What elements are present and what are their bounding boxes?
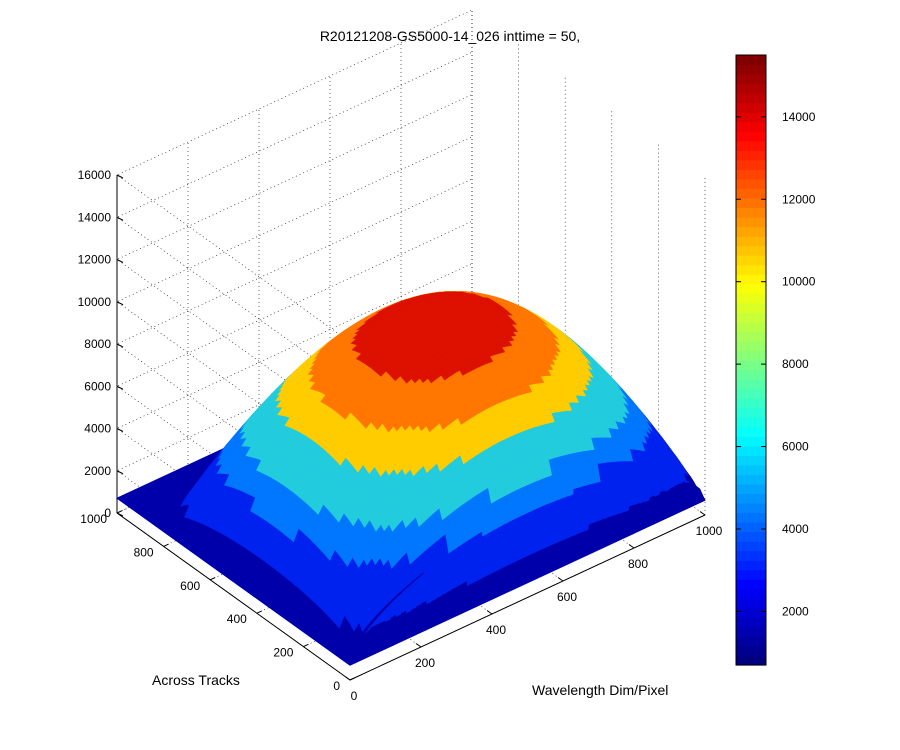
x-tick bbox=[116, 510, 123, 514]
z-tick-label: 4000 bbox=[84, 422, 111, 436]
z-tick-label: 6000 bbox=[84, 379, 111, 393]
x-tick bbox=[163, 543, 169, 547]
x-tick-label: 200 bbox=[273, 646, 293, 660]
y-tick bbox=[344, 676, 351, 681]
y-tick bbox=[557, 577, 564, 582]
y-tick bbox=[486, 610, 493, 615]
y-tick bbox=[628, 544, 635, 549]
z-tick bbox=[116, 343, 124, 348]
z-tick-label: 0 bbox=[104, 506, 111, 520]
y-axis-line bbox=[349, 514, 706, 681]
x-tick-label: 1000 bbox=[80, 512, 107, 526]
z-tick bbox=[116, 470, 124, 475]
z-tick bbox=[116, 174, 124, 179]
z-tick bbox=[116, 385, 124, 390]
z-tick-label: 12000 bbox=[78, 253, 112, 267]
grid-line bbox=[116, 9, 473, 343]
y-tick bbox=[415, 643, 422, 648]
z-tick-label: 2000 bbox=[84, 464, 111, 478]
z-tick bbox=[116, 301, 124, 306]
y-tick-label: 400 bbox=[486, 623, 506, 637]
x-tick bbox=[209, 577, 216, 581]
y-tick-label: 0 bbox=[351, 689, 358, 703]
x-tick-label: 600 bbox=[180, 579, 200, 593]
z-tick bbox=[116, 259, 124, 263]
y-tick bbox=[699, 511, 706, 516]
y-tick-label: 200 bbox=[415, 656, 435, 670]
x-tick bbox=[256, 610, 263, 614]
y-tick-label: 1000 bbox=[696, 524, 723, 538]
z-tick-label: 10000 bbox=[78, 295, 112, 309]
x-tick-label: 400 bbox=[227, 612, 247, 626]
z-tick-label: 8000 bbox=[84, 337, 111, 351]
axes: 0200040006000800010000120001400016000020… bbox=[78, 168, 723, 703]
x-axis-line bbox=[116, 512, 351, 681]
surface bbox=[116, 290, 706, 666]
x-tick-label: 800 bbox=[134, 545, 154, 559]
z-tick-label: 16000 bbox=[78, 168, 112, 182]
z-tick bbox=[116, 216, 124, 221]
y-tick-label: 800 bbox=[628, 557, 648, 571]
x-tick bbox=[303, 643, 309, 648]
z-tick bbox=[116, 428, 124, 432]
x-tick-label: 0 bbox=[333, 679, 340, 693]
y-tick-label: 600 bbox=[557, 590, 577, 604]
z-tick-label: 14000 bbox=[78, 210, 112, 224]
